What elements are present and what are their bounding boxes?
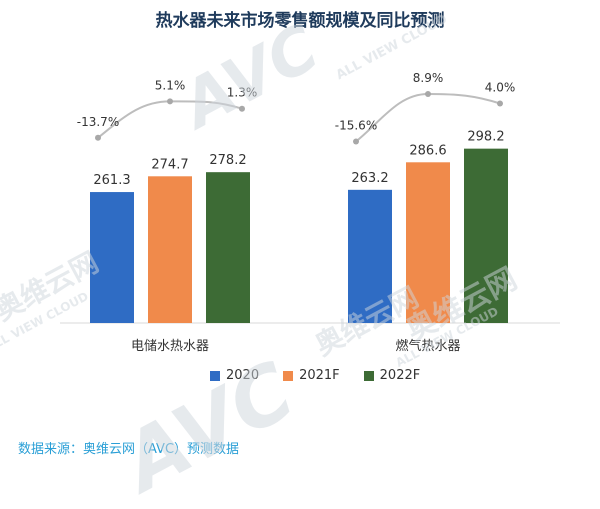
bar-value-label: 274.7	[151, 157, 188, 172]
bar-2022f-group-2	[464, 148, 508, 323]
legend-label-2020: 2020	[226, 368, 260, 383]
growth-line-1	[97, 100, 243, 139]
legend-item-2020: 2020	[210, 368, 259, 383]
bar-2021f-group-1	[148, 176, 192, 323]
bar-value-label: 298.2	[467, 130, 504, 145]
category-label-2: 燃气热水器	[395, 338, 460, 354]
legend-label-2022f: 2022F	[379, 368, 421, 383]
bar-value-label: 263.2	[351, 171, 388, 186]
growth-label: 5.1%	[155, 78, 186, 92]
bar-value-label: 286.6	[409, 143, 446, 158]
chart-title: 热水器未来市场零售额规模及同比预测	[155, 11, 445, 31]
chart-canvas: 261.3 274.7 278.2 电储水热水器 -13.7% 5.1% 1.3% 263.2…	[60, 71, 560, 354]
growth-point	[353, 138, 359, 145]
legend-item-2021f: 2021F	[283, 368, 340, 383]
data-source-note: 数据来源：奥维云网（AVC）预测数据	[18, 442, 240, 457]
growth-label: -15.6%	[335, 118, 377, 132]
category-label-1: 电储水热水器	[131, 339, 209, 354]
growth-point	[95, 134, 101, 141]
growth-point	[425, 91, 431, 98]
bar-value-label: 261.3	[93, 173, 130, 188]
growth-point	[497, 100, 503, 107]
growth-label: 4.0%	[485, 81, 516, 95]
bar-2022f-group-1	[206, 172, 250, 323]
legend-swatch-2021f	[283, 370, 294, 381]
legend: 2020 2021F 2022F	[210, 368, 420, 383]
growth-point	[239, 105, 245, 112]
legend-item-2022f: 2022F	[363, 368, 421, 383]
legend-label-2021f: 2021F	[299, 368, 340, 383]
growth-point	[167, 98, 173, 105]
bar-2021f-group-2	[406, 162, 450, 323]
growth-label: 1.3%	[227, 86, 258, 100]
bar-value-label: 278.2	[209, 153, 246, 168]
bar-2020-group-1	[90, 192, 134, 323]
bar-2020-group-2	[348, 189, 392, 323]
growth-label: 8.9%	[413, 71, 444, 85]
legend-swatch-2020	[210, 370, 220, 381]
growth-label: -13.7%	[77, 115, 119, 129]
legend-swatch-2022f	[363, 370, 374, 381]
